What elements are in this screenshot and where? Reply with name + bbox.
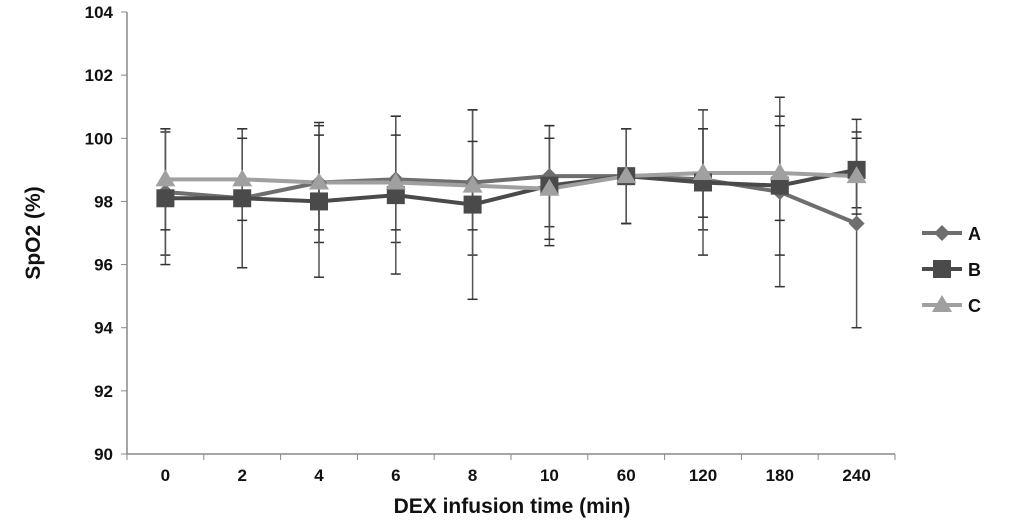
series-lines bbox=[165, 167, 858, 226]
y-tick-label: 98 bbox=[94, 192, 113, 211]
x-axis-label: DEX infusion time (min) bbox=[394, 495, 631, 518]
x-tick-label: 8 bbox=[468, 466, 477, 485]
x-tick-label: 240 bbox=[842, 466, 870, 485]
y-tick-label: 90 bbox=[94, 445, 113, 464]
marker-diamond bbox=[848, 215, 865, 232]
marker-triangle bbox=[846, 166, 867, 184]
y-tick-label: 102 bbox=[85, 66, 113, 85]
marker-triangle bbox=[155, 169, 176, 187]
x-tick-label: 60 bbox=[617, 466, 636, 485]
legend-label: C bbox=[968, 296, 981, 316]
y-axis-label: SpO2 (%) bbox=[22, 186, 45, 279]
y-tick-label: 92 bbox=[94, 382, 113, 401]
y-tick-label: 104 bbox=[85, 3, 114, 22]
series-line-C bbox=[165, 171, 857, 191]
x-tick-label: 10 bbox=[540, 466, 559, 485]
marker-triangle bbox=[616, 166, 637, 184]
marker-square bbox=[770, 176, 789, 195]
marker-triangle bbox=[769, 163, 790, 181]
marker-triangle bbox=[385, 172, 406, 190]
marker-triangle bbox=[693, 163, 713, 181]
y-tick-label: 94 bbox=[94, 319, 113, 338]
marker-square bbox=[933, 260, 951, 278]
marker-square bbox=[386, 186, 405, 205]
marker-square bbox=[233, 189, 252, 208]
x-tick-label: 0 bbox=[161, 466, 170, 485]
marker-triangle bbox=[932, 295, 952, 312]
legend: ABC bbox=[922, 224, 981, 316]
y-tick-label: 100 bbox=[85, 129, 113, 148]
marker-triangle bbox=[462, 175, 483, 193]
series-markers bbox=[155, 160, 867, 232]
marker-triangle bbox=[309, 172, 329, 190]
x-tick-label: 2 bbox=[237, 466, 246, 485]
marker-square bbox=[156, 189, 175, 208]
series-line-B bbox=[165, 167, 858, 207]
x-tick-label: 120 bbox=[689, 466, 717, 485]
error-bars bbox=[160, 96, 862, 329]
x-tick-label: 180 bbox=[766, 466, 794, 485]
legend-label: A bbox=[968, 224, 981, 244]
marker-diamond bbox=[934, 225, 950, 241]
marker-triangle bbox=[539, 178, 560, 196]
legend-label: B bbox=[968, 260, 981, 280]
axes: 90 92 94 96 98 100 102 104 0 2 4 6 8 10 60 120 180 240 bbox=[85, 3, 896, 485]
marker-square bbox=[310, 192, 328, 211]
x-tick-label: 4 bbox=[314, 466, 324, 485]
y-tick-label: 96 bbox=[94, 256, 113, 275]
x-tick-label: 6 bbox=[391, 466, 400, 485]
marker-triangle bbox=[232, 169, 253, 187]
marker-square bbox=[463, 195, 482, 214]
